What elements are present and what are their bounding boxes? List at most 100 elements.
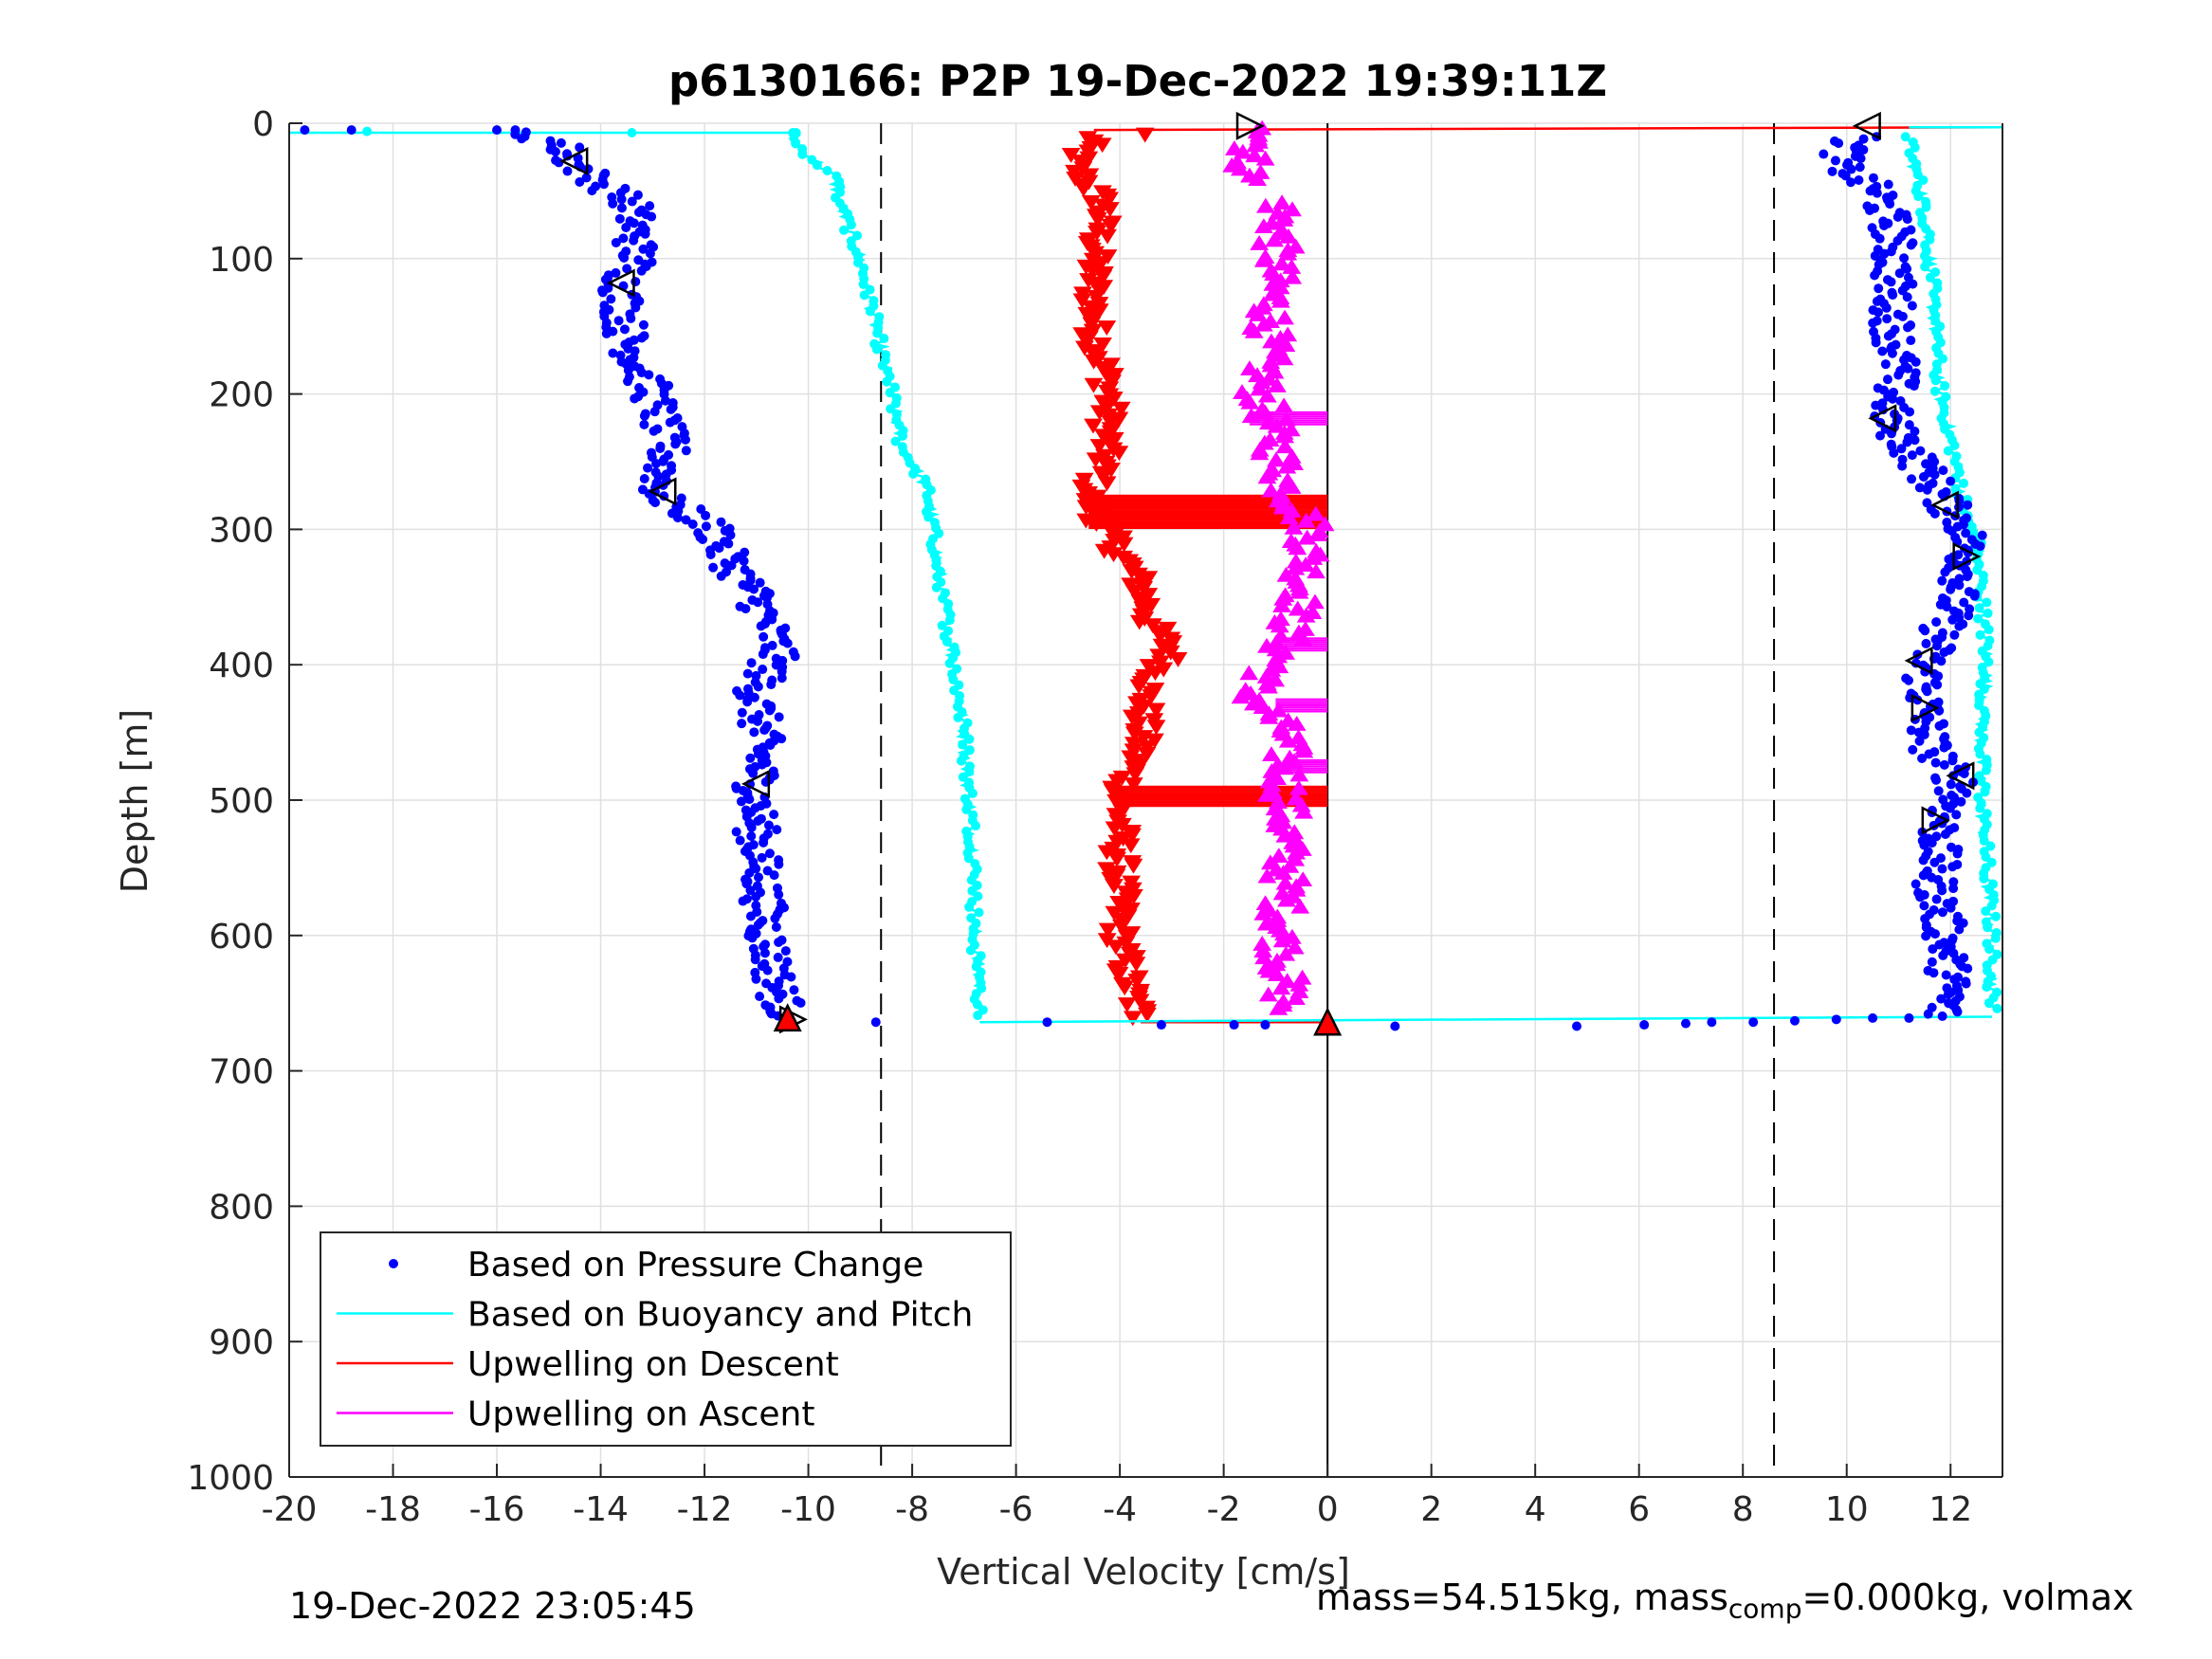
upwelling-ascent-point (1289, 583, 1309, 599)
pressure-point (1945, 803, 1955, 813)
upwelling-ascent-point (1307, 563, 1325, 579)
upwelling-ascent-point (1269, 999, 1289, 1015)
end-marker (1313, 1007, 1343, 1036)
pressure-point (1927, 838, 1937, 848)
x-tick-label: 6 (1628, 1490, 1650, 1529)
upwelling-descent-point (1168, 651, 1188, 667)
pressure-point (554, 157, 564, 168)
pressure-point (1963, 963, 1973, 974)
upwelling-ascent-point (1257, 637, 1276, 653)
x-tick-label: 0 (1317, 1490, 1339, 1529)
legend-box (320, 1231, 1012, 1447)
buoyancy-point (1983, 657, 1994, 667)
upwelling-descent-point (1124, 858, 1143, 874)
chart-title: p6130166: P2P 19-Dec-2022 19:39:11Z (668, 56, 1607, 106)
pressure-point (725, 530, 736, 540)
pressure-point (774, 994, 784, 1004)
upwelling-ascent-point (1296, 556, 1316, 573)
upwelling-descent-point (1098, 922, 1118, 939)
pressure-point (616, 203, 627, 213)
axes: -20 -18 -16 -14 -12 -10 -8 -6 -4 -2 0 2 4 6 8 10 1201002… (187, 105, 2003, 1529)
buoyancy-point (879, 334, 889, 344)
buoyancy-point (886, 404, 896, 414)
pressure-point (1846, 177, 1856, 188)
upwelling-descent-point (1097, 320, 1117, 336)
upwelling-descent-point (1121, 838, 1141, 854)
upwelling-descent-point (1146, 702, 1166, 719)
pressure-point (701, 510, 711, 520)
pressure-point (629, 218, 639, 228)
pressure-point (556, 137, 566, 148)
upwelling-ascent-point (1274, 350, 1294, 366)
legend: Based on Pressure Change Based on Buoyanc… (320, 1231, 1012, 1447)
y-tick-label: 600 (209, 918, 274, 957)
buoyancy-point (898, 430, 908, 441)
y-axis-label: Depth [m] (114, 709, 155, 894)
buoyancy-point (882, 376, 892, 387)
pressure-point (1917, 754, 1928, 764)
pressure-point (1888, 290, 1898, 301)
pressure-point (1896, 444, 1907, 454)
pressure-point (1888, 393, 1898, 404)
pressure-point (1939, 647, 1949, 658)
upwelling-ascent-point (1276, 566, 1296, 582)
upwelling-descent-point (1107, 851, 1126, 867)
pressure-point (742, 697, 753, 707)
pressure-point (1946, 584, 1956, 594)
x-tick-label: -10 (780, 1490, 836, 1529)
buoyancy-point (1920, 262, 1930, 272)
pressure-point (749, 727, 759, 738)
footer-mass-info: mass=54.515kg, masscomp=0.000kg, volmax (1316, 1577, 2133, 1625)
pressure-point (763, 820, 774, 830)
pressure-point (773, 952, 783, 962)
pressure-point (1902, 264, 1912, 274)
buoyancy-point (1900, 132, 1910, 142)
upwelling-ascent-point (1253, 316, 1273, 332)
pressure-point (1964, 611, 1974, 621)
buoyancy-point (1975, 629, 1985, 640)
upwelling-ascent-point (1272, 597, 1291, 612)
upwelling-descent-point (1124, 777, 1143, 793)
pressure-point (1905, 407, 1915, 417)
pressure-point (1902, 292, 1912, 302)
pressure-point (1907, 474, 1917, 484)
pressure-point (777, 673, 787, 684)
buoyancy-point (923, 512, 934, 522)
phase-marker (1946, 761, 1975, 791)
pressure-point (1892, 211, 1903, 222)
pressure-point (517, 134, 527, 144)
pressure-point (587, 186, 597, 196)
upwelling-ascent-point (1274, 397, 1294, 413)
upwelling-ascent-point (1272, 932, 1292, 948)
upwelling-ascent-point (1250, 380, 1270, 396)
buoyancy-point (1990, 933, 2001, 943)
pressure-point (1931, 775, 1942, 785)
pressure-point (744, 794, 755, 805)
buoyancy-point (1980, 787, 1990, 797)
pressure-point (1907, 301, 1917, 311)
upwelling-ascent-point (1249, 306, 1268, 321)
pressure-point (758, 649, 768, 660)
pressure-point (1903, 322, 1913, 333)
pressure-point (643, 463, 653, 473)
pressure-point (1830, 155, 1840, 166)
pressure-point (1933, 786, 1944, 796)
pressure-point (774, 937, 784, 947)
pressure-point (1975, 541, 1985, 552)
buoyancy-point (908, 468, 919, 479)
pressure-point (774, 712, 784, 722)
buoyancy-point (963, 853, 974, 864)
pressure-point (736, 796, 746, 807)
buoyancy-point (1940, 381, 1950, 392)
pressure-point (755, 992, 765, 1002)
upwelling-ascent-point (1255, 404, 1275, 420)
pressure-point (644, 370, 654, 380)
upwelling-ascent-point (1308, 526, 1328, 541)
upwelling-ascent-point (1306, 505, 1325, 521)
phase-marker (1910, 693, 1940, 722)
pressure-point (1947, 862, 1958, 872)
buoyancy-transition-line (979, 1015, 1993, 1024)
y-tick-label: 100 (209, 241, 274, 280)
pressure-point (1937, 907, 1947, 918)
pressure-point (1894, 268, 1905, 279)
